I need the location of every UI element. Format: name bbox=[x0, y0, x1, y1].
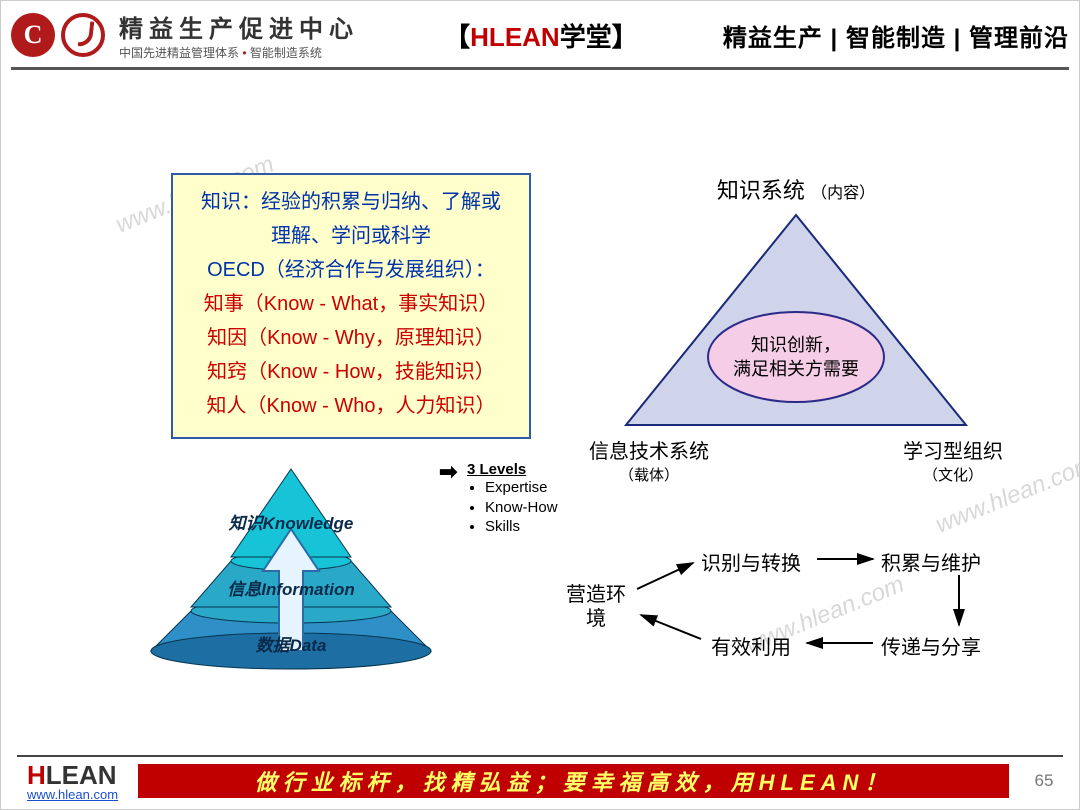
yb-line3: OECD（经济合作与发展组织）： bbox=[185, 253, 517, 287]
triangle-right-sub: （文化） bbox=[903, 464, 1003, 485]
triangle-top-label: 知识系统 （内容） bbox=[581, 173, 1011, 205]
center-sub-a: 中国先进精益管理体系 bbox=[119, 46, 239, 60]
knowledge-triangle: 知识系统 （内容） 知识创新， 满足相关方需要 信息技术系统 （载体） 学习型组… bbox=[581, 173, 1011, 485]
triangle-left-main: 信息技术系统 bbox=[589, 441, 709, 463]
page-number: 65 bbox=[1009, 771, 1079, 791]
pyr-label-information: 信息Information bbox=[227, 580, 355, 599]
triangle-ellipse bbox=[708, 312, 884, 402]
center-title: 精益生产促进中心 bbox=[119, 9, 359, 44]
triangle-top-sub: （内容） bbox=[811, 185, 875, 202]
brand-red: HLEAN bbox=[470, 22, 560, 52]
footer-logo: HLEAN www.hlean.com bbox=[27, 762, 118, 801]
brand-cn: 学堂 bbox=[560, 22, 612, 52]
pyr-label-knowledge: 知识Knowledge bbox=[228, 514, 354, 533]
center-sub-b: 智能制造系统 bbox=[250, 46, 322, 60]
level-item-2: Skills bbox=[485, 517, 601, 537]
yb-line2: 理解、学问或科学 bbox=[185, 219, 517, 253]
header-brand: 【HLEAN学堂】 bbox=[359, 17, 723, 54]
pyramid-svg: 知识Knowledge 信息Information 数据Data bbox=[141, 451, 441, 691]
triangle-right-main: 学习型组织 bbox=[903, 441, 1003, 463]
triangle-left-sub: （载体） bbox=[589, 464, 709, 485]
footer-divider bbox=[17, 755, 1063, 757]
logo-ring-icon bbox=[61, 13, 105, 57]
data-pyramid: 知识Knowledge 信息Information 数据Data ➡ 3 Lev… bbox=[141, 451, 441, 691]
knowledge-cycle: 营造环境 识别与转换 积累与维护 有效利用 传递与分享 bbox=[561, 541, 1021, 681]
header-topics: 精益生产 | 智能制造 | 管理前沿 bbox=[723, 18, 1069, 53]
cycle-arrows bbox=[561, 541, 1021, 681]
bracket-open: 【 bbox=[444, 22, 470, 52]
logo-c-icon: C bbox=[11, 13, 55, 57]
footer-slogan: 做行业标杆，找精弘益；要幸福高效，用HLEAN！ bbox=[138, 764, 1009, 798]
ellipse-line1: 知识创新， bbox=[751, 335, 841, 355]
pyr-label-data: 数据Data bbox=[256, 636, 327, 655]
level-item-1: Know-How bbox=[485, 498, 601, 518]
knowledge-definition-box: 知识：经验的积累与归纳、了解或 理解、学问或科学 OECD（经济合作与发展组织）… bbox=[171, 173, 531, 439]
bracket-close: 】 bbox=[612, 22, 638, 52]
footer-brand-rest: LEAN bbox=[46, 760, 117, 790]
triangle-right-label: 学习型组织 （文化） bbox=[903, 435, 1003, 485]
triangle-svg: 知识创新， 满足相关方需要 bbox=[606, 205, 986, 435]
level-item-0: Expertise bbox=[485, 478, 601, 498]
footer-brand-h: H bbox=[27, 760, 46, 790]
yb-red-1: 知因（Know - Why，原理知识） bbox=[185, 321, 517, 355]
triangle-top-main: 知识系统 bbox=[717, 178, 805, 203]
center-title-block: 精益生产促进中心 中国先进精益管理体系 • 智能制造系统 bbox=[119, 9, 359, 61]
yb-red-2: 知窍（Know - How，技能知识） bbox=[185, 355, 517, 389]
header: C 精益生产促进中心 中国先进精益管理体系 • 智能制造系统 【HLEAN学堂】… bbox=[1, 1, 1079, 65]
triangle-left-label: 信息技术系统 （载体） bbox=[589, 435, 709, 485]
footer: HLEAN www.hlean.com 做行业标杆，找精弘益；要幸福高效，用HL… bbox=[1, 761, 1079, 801]
triangle-bottom-labels: 信息技术系统 （载体） 学习型组织 （文化） bbox=[581, 435, 1011, 485]
yb-red-0: 知事（Know - What，事实知识） bbox=[185, 287, 517, 321]
bullet-icon: • bbox=[242, 46, 250, 60]
center-subtitle: 中国先进精益管理体系 • 智能制造系统 bbox=[119, 44, 359, 61]
slide: C 精益生产促进中心 中国先进精益管理体系 • 智能制造系统 【HLEAN学堂】… bbox=[0, 0, 1080, 810]
ellipse-line2: 满足相关方需要 bbox=[733, 359, 859, 379]
pyramid-side-legend: 3 Levels Expertise Know-How Skills bbox=[441, 461, 601, 537]
logo: C bbox=[11, 13, 105, 57]
yb-red-3: 知人（Know - Who，人力知识） bbox=[185, 389, 517, 423]
header-divider bbox=[11, 67, 1069, 70]
levels-title: 3 Levels bbox=[467, 461, 601, 478]
footer-url: www.hlean.com bbox=[27, 788, 118, 801]
yb-line1: 知识：经验的积累与归纳、了解或 bbox=[185, 185, 517, 219]
